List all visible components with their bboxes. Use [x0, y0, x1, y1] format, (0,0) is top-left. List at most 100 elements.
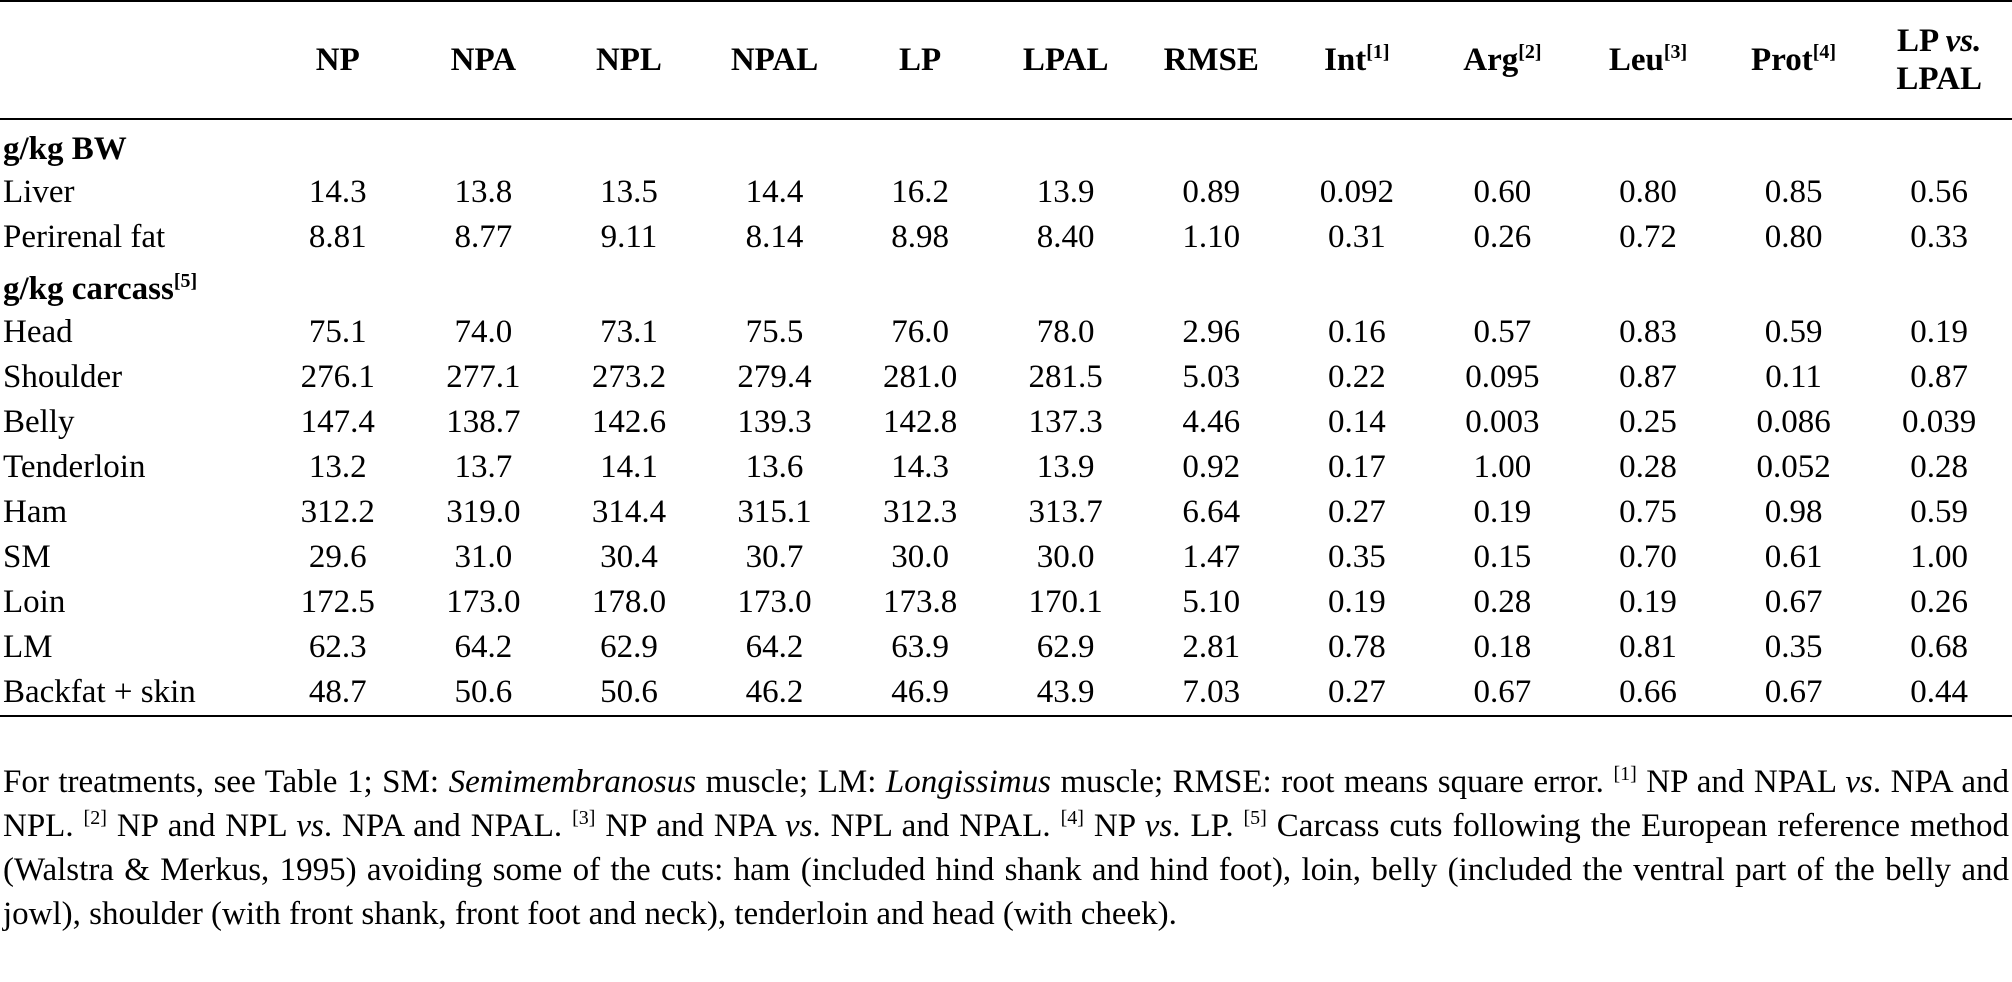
cell: 0.25 [1619, 404, 1677, 440]
data-row: Ham 312.2 319.0 314.4 315.1 312.3 313.7 6.64 0.2… [0, 490, 2012, 535]
cell: 5.03 [1182, 359, 1241, 395]
data-row: SM 29.6 31.0 30.4 30.7 30.0 30.0 1.47 0.35 0.15 0.… [0, 535, 2012, 580]
cell: 319.0 [446, 494, 521, 530]
superscript: [5] [1243, 807, 1267, 829]
cell: 14.4 [745, 174, 804, 210]
text-run: LPAL [1896, 61, 1982, 97]
text-run: Arg [1463, 42, 1519, 78]
cell: 78.0 [1036, 314, 1095, 350]
cell: 0.33 [1910, 219, 1969, 255]
cell: 13.5 [600, 174, 658, 210]
data-row: Backfat + skin 48.7 50.6 50.6 46.2 46.9 43.9 7.… [0, 670, 2012, 716]
cell: 0.18 [1473, 629, 1532, 665]
cell: 0.16 [1327, 314, 1386, 350]
column-header: Leu[3] [1575, 1, 1721, 120]
italic-run: vs [784, 808, 813, 844]
superscript: [3] [1663, 41, 1688, 63]
text-run: LP [1897, 23, 1946, 59]
cell: 0.19 [1619, 584, 1677, 620]
italic-run: Longissimus [885, 764, 1051, 800]
column-header: NP [265, 1, 411, 120]
column-header: LP vs. LPAL [1866, 1, 2012, 120]
data-row: Head 75.1 74.0 73.1 75.5 76.0 78.0 2.96 0.16 0.57… [0, 310, 2012, 355]
cell: 30.0 [891, 539, 949, 575]
cell: 0.68 [1910, 629, 1969, 665]
column-header: Prot[4] [1720, 1, 1867, 120]
cell: 62.9 [1036, 629, 1095, 665]
cell: 0.092 [1319, 174, 1394, 210]
cell: 30.7 [745, 539, 804, 575]
cell: 173.0 [446, 584, 521, 620]
data-row: Loin 172.5 173.0 178.0 173.0 173.8 170.1 5.10 0.… [0, 580, 2012, 625]
text-run: . NPA and NPAL. [323, 808, 573, 844]
text-run: Prot [1751, 42, 1813, 78]
cell: 4.46 [1182, 404, 1241, 440]
text-run: NPAL [730, 42, 819, 78]
cell: 178.0 [591, 584, 667, 620]
cell: 0.35 [1327, 539, 1386, 575]
data-row: Liver 14.3 13.8 13.5 14.4 16.2 13.9 0.89 0.092 0.… [0, 170, 2012, 215]
text-run: Carcass cuts following the European refe… [3, 808, 2009, 932]
row-label: Perirenal fat [3, 219, 166, 255]
column-header: NPL [556, 1, 702, 120]
cell: 0.095 [1465, 359, 1540, 395]
cell: 13.9 [1036, 449, 1095, 485]
cell: 0.19 [1473, 494, 1532, 530]
text-run: g/kg carcass [3, 271, 174, 307]
cell: 0.039 [1902, 404, 1977, 440]
cell: 312.2 [300, 494, 375, 530]
text-run: Int [1324, 42, 1367, 78]
data-row: Tenderloin 13.2 13.7 14.1 13.6 14.3 13.9 0.92 0.… [0, 445, 2012, 490]
column-header: LPAL [992, 1, 1139, 120]
cell: 0.28 [1619, 449, 1677, 485]
cell: 0.57 [1473, 314, 1532, 350]
column-header: Arg[2] [1429, 1, 1576, 120]
cell: 8.40 [1036, 219, 1095, 255]
cell: 0.75 [1619, 494, 1677, 530]
cell: 48.7 [308, 674, 367, 710]
text-run: . LP. [1172, 808, 1244, 844]
cell: 0.14 [1327, 404, 1386, 440]
cell: 0.28 [1473, 584, 1532, 620]
cell: 147.4 [300, 404, 375, 440]
row-label: Backfat + skin [3, 674, 196, 710]
cell: 138.7 [446, 404, 521, 440]
text-run: RMSE [1163, 42, 1259, 78]
cell: 0.83 [1619, 314, 1677, 350]
superscript: [3] [572, 807, 596, 829]
data-row: Perirenal fat 8.81 8.77 9.11 8.14 8.98 8.40 1.1… [0, 215, 2012, 260]
cell: 64.2 [745, 629, 804, 665]
cell: 0.19 [1910, 314, 1969, 350]
italic-run: vs. [1945, 23, 1982, 59]
cell: 30.4 [600, 539, 658, 575]
cell: 0.89 [1182, 174, 1241, 210]
cell: 0.22 [1327, 359, 1386, 395]
column-header: RMSE [1138, 1, 1285, 120]
cell: 0.67 [1473, 674, 1532, 710]
cell: 1.10 [1182, 219, 1241, 255]
text-run: g/kg BW [3, 131, 127, 167]
cell: 1.00 [1473, 449, 1532, 485]
cell: 0.78 [1327, 629, 1386, 665]
cell: 279.4 [737, 359, 812, 395]
cell: 5.10 [1182, 584, 1241, 620]
cell: 13.2 [308, 449, 367, 485]
cell: 0.87 [1910, 359, 1969, 395]
cell: 13.9 [1036, 174, 1095, 210]
superscript: [4] [1060, 807, 1084, 829]
cell: 2.96 [1182, 314, 1241, 350]
cell: 0.11 [1765, 359, 1822, 395]
text-run: . NPA and NPL. [3, 764, 2009, 844]
cell: 14.1 [600, 449, 658, 485]
cell: 30.0 [1036, 539, 1095, 575]
text-run: LPAL [1022, 42, 1109, 78]
italic-run: vs [296, 808, 324, 844]
row-label: Head [3, 314, 73, 350]
text-run: LP [899, 42, 942, 78]
text-run: NP [315, 42, 360, 78]
cell: 0.80 [1619, 174, 1677, 210]
cell: 0.28 [1910, 449, 1969, 485]
cell: 0.26 [1473, 219, 1532, 255]
cell: 170.1 [1028, 584, 1103, 620]
cell: 0.59 [1910, 494, 1969, 530]
